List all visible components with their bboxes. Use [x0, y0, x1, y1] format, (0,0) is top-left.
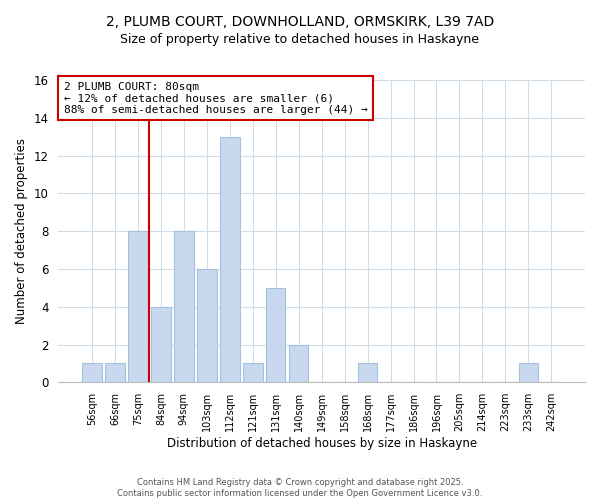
- Text: Size of property relative to detached houses in Haskayne: Size of property relative to detached ho…: [121, 32, 479, 46]
- Bar: [174, 231, 194, 382]
- Bar: [243, 364, 263, 382]
- Bar: [518, 364, 538, 382]
- Y-axis label: Number of detached properties: Number of detached properties: [15, 138, 28, 324]
- Bar: [105, 364, 125, 382]
- Bar: [82, 364, 102, 382]
- Bar: [128, 231, 148, 382]
- Bar: [266, 288, 286, 382]
- Bar: [289, 344, 308, 383]
- Bar: [151, 307, 170, 382]
- Text: 2 PLUMB COURT: 80sqm
← 12% of detached houses are smaller (6)
88% of semi-detach: 2 PLUMB COURT: 80sqm ← 12% of detached h…: [64, 82, 367, 114]
- Bar: [220, 136, 239, 382]
- Text: Contains HM Land Registry data © Crown copyright and database right 2025.
Contai: Contains HM Land Registry data © Crown c…: [118, 478, 482, 498]
- Bar: [197, 269, 217, 382]
- X-axis label: Distribution of detached houses by size in Haskayne: Distribution of detached houses by size …: [167, 437, 477, 450]
- Text: 2, PLUMB COURT, DOWNHOLLAND, ORMSKIRK, L39 7AD: 2, PLUMB COURT, DOWNHOLLAND, ORMSKIRK, L…: [106, 15, 494, 29]
- Bar: [358, 364, 377, 382]
